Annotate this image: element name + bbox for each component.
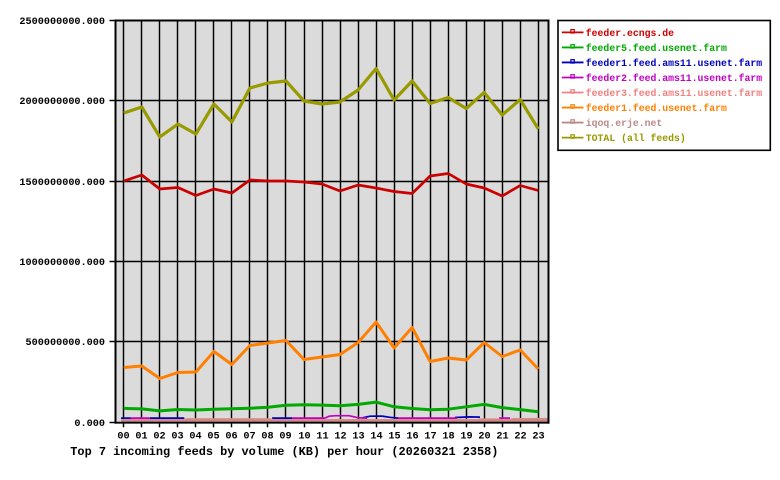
- svg-text:11: 11: [316, 432, 328, 443]
- svg-text:feeder2.feed.ams11.usenet.farm: feeder2.feed.ams11.usenet.farm: [586, 73, 762, 84]
- svg-text:21: 21: [496, 432, 508, 443]
- svg-text:00: 00: [117, 432, 129, 443]
- svg-text:12: 12: [334, 432, 346, 443]
- svg-text:15: 15: [388, 432, 400, 443]
- svg-text:TOTAL (all feeds): TOTAL (all feeds): [586, 133, 686, 144]
- svg-text:17: 17: [424, 432, 436, 443]
- svg-text:01: 01: [135, 432, 147, 443]
- svg-text:19: 19: [460, 432, 472, 443]
- svg-text:03: 03: [171, 432, 183, 443]
- svg-text:22: 22: [514, 432, 526, 443]
- svg-text:feeder3.feed.ams11.usenet.farm: feeder3.feed.ams11.usenet.farm: [586, 88, 762, 99]
- svg-text:0.000: 0.000: [74, 419, 105, 430]
- svg-text:13: 13: [352, 432, 364, 443]
- svg-text:23: 23: [532, 432, 544, 443]
- svg-text:2500000000.000: 2500000000.000: [19, 17, 105, 28]
- svg-text:feeder.ecngs.de: feeder.ecngs.de: [586, 28, 674, 39]
- svg-text:04: 04: [189, 432, 201, 443]
- svg-text:02: 02: [153, 432, 165, 443]
- svg-text:09: 09: [279, 432, 291, 443]
- svg-text:iqoq.erje.net: iqoq.erje.net: [586, 118, 662, 129]
- svg-text:feeder1.feed.usenet.farm: feeder1.feed.usenet.farm: [586, 103, 727, 114]
- svg-text:07: 07: [243, 432, 255, 443]
- svg-text:1000000000.000: 1000000000.000: [19, 258, 105, 269]
- svg-text:feeder1.feed.ams11.usenet.farm: feeder1.feed.ams11.usenet.farm: [586, 58, 762, 69]
- svg-text:14: 14: [370, 432, 382, 443]
- svg-text:05: 05: [207, 432, 219, 443]
- svg-text:2000000000.000: 2000000000.000: [19, 97, 105, 108]
- svg-text:feeder5.feed.usenet.farm: feeder5.feed.usenet.farm: [586, 43, 727, 54]
- svg-text:08: 08: [261, 432, 273, 443]
- svg-text:16: 16: [406, 432, 418, 443]
- svg-text:18: 18: [442, 432, 454, 443]
- svg-text:Top 7 incoming feeds by volume: Top 7 incoming feeds by volume (KB) per …: [70, 445, 498, 459]
- svg-text:1500000000.000: 1500000000.000: [19, 178, 105, 189]
- svg-text:06: 06: [225, 432, 237, 443]
- svg-text:20: 20: [478, 432, 490, 443]
- svg-text:500000000.000: 500000000.000: [26, 338, 105, 349]
- svg-text:10: 10: [298, 432, 310, 443]
